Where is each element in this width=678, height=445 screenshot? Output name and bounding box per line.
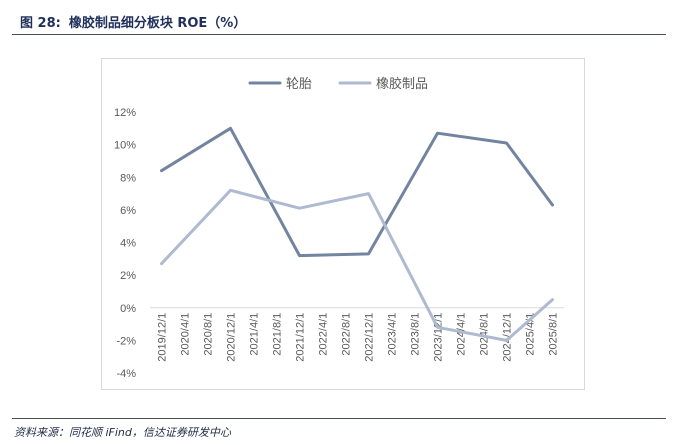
source-note: 资料来源：同花顺 iFind，信达证券研发中心 (14, 426, 231, 439)
x-tick-label: 2021/12/1 (295, 313, 307, 362)
x-tick-label: 2020/8/1 (203, 313, 215, 356)
x-tick-label: 2024/4/1 (456, 313, 468, 356)
x-tick-label: 2021/8/1 (272, 313, 284, 356)
legend-label-2: 橡胶制品 (376, 76, 428, 92)
y-tick-label: 2% (120, 270, 136, 282)
x-tick-label: 2020/4/1 (180, 313, 192, 356)
title-bar: 图 28: 橡胶制品细分板块 ROE（%） (12, 8, 666, 35)
chart-area: 12% 10% 8% 6% 4% 2% 0% -2% -4% 2019/12/1 2020/4/1 2… (101, 58, 585, 390)
x-tick-label: 2025/8/1 (548, 313, 560, 356)
source-divider (12, 418, 666, 419)
figure-title: 图 28: 橡胶制品细分板块 ROE（%） (20, 12, 246, 31)
y-tick-label: -4% (116, 368, 136, 380)
y-tick-label: 0% (120, 303, 136, 315)
x-tick-label: 2024/8/1 (479, 313, 491, 356)
x-tick-label: 2019/12/1 (157, 313, 169, 362)
series-line-2 (160, 188, 554, 342)
y-tick-label: -2% (116, 335, 136, 347)
figure-title-text: 橡胶制品细分板块 ROE（%） (68, 16, 247, 31)
y-tick-label: 4% (120, 238, 136, 250)
x-tick-label: 2023/8/1 (410, 313, 422, 356)
figure-number: 图 28: (20, 16, 61, 31)
y-tick-label: 12% (114, 107, 136, 119)
x-tick-label: 2022/4/1 (318, 313, 330, 356)
x-tick-label: 2020/12/1 (226, 313, 238, 362)
y-tick-label: 6% (120, 205, 136, 217)
x-tick-label: 2024/12/1 (502, 313, 514, 362)
series-line-1 (160, 126, 554, 258)
x-tick-label: 2021/4/1 (249, 313, 261, 356)
y-tick-label: 8% (120, 172, 136, 184)
roe-line-chart: 12% 10% 8% 6% 4% 2% 0% -2% -4% 2019/12/1 2020/4/1 2… (114, 76, 564, 380)
x-tick-label: 2022/8/1 (341, 313, 353, 356)
y-tick-label: 10% (114, 140, 136, 152)
x-tick-label: 2023/4/1 (387, 313, 399, 356)
legend-label-1: 轮胎 (286, 77, 312, 92)
x-tick-label: 2022/12/1 (364, 313, 376, 362)
